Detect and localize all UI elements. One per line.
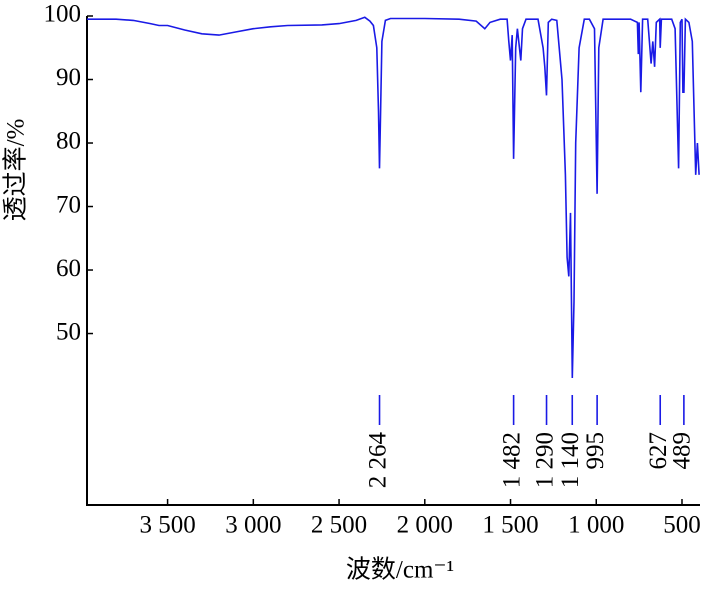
x-tick-label: 2 500 [311,512,367,539]
peak-label: 1 482 [498,432,525,488]
y-tick-label: 80 [56,128,81,155]
peak-label: 1 140 [557,432,584,488]
x-tick-label: 1 000 [568,512,624,539]
y-tick-label: 60 [56,255,81,282]
x-axis-label: 波数/cm⁻¹ [346,556,454,584]
peak-label: 995 [582,432,609,470]
y-axis-label: 透过率/% [2,119,30,222]
x-tick-label: 2 000 [397,512,453,539]
y-tick-label: 50 [56,318,81,345]
peak-label: 2 264 [364,432,391,489]
peak-label: 627 [645,432,672,470]
y-tick-label: 100 [44,1,82,28]
y-tick-label: 70 [56,191,81,218]
x-tick-label: 3 000 [225,512,281,539]
peak-label: 489 [669,432,696,470]
peak-label: 1 290 [531,432,558,488]
x-tick-label: 500 [663,512,701,539]
x-tick-label: 1 500 [482,512,538,539]
spectrum-line [87,16,700,379]
y-tick-label: 90 [56,64,81,91]
x-tick-label: 3 500 [139,512,195,539]
